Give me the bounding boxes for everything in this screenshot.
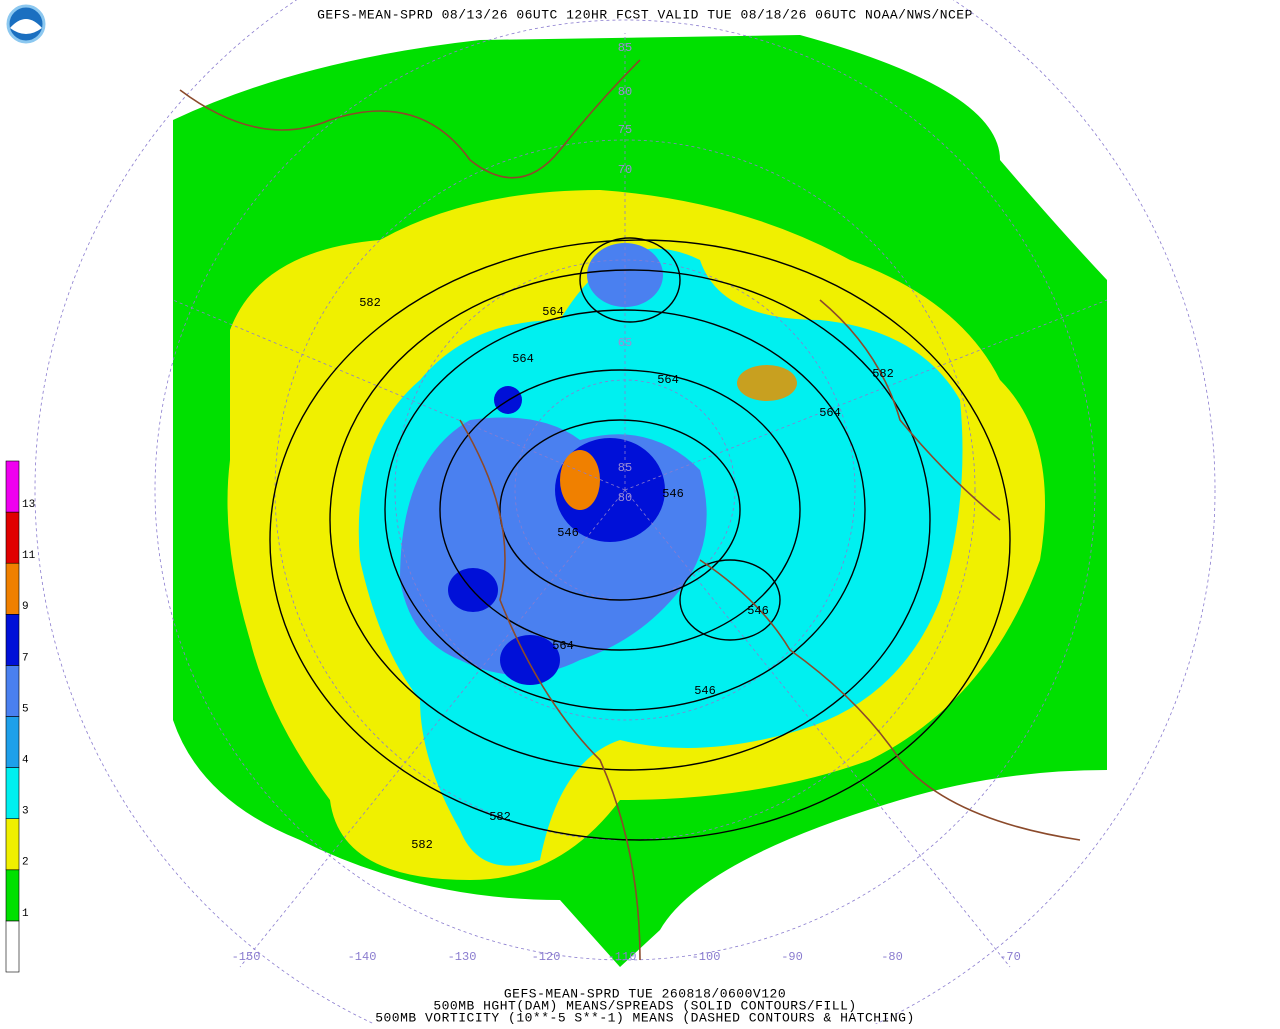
coastlines [179, 59, 1081, 961]
map: 85 80 75 70 65 85 80 564 564 564 564 582… [34, 0, 1216, 1029]
lon-label: -120 [532, 950, 561, 964]
contour-label: 582 [411, 838, 433, 852]
colorbar-label: 13 [22, 499, 35, 511]
colorbar-label: 7 [22, 652, 29, 664]
contour-label: 564 [819, 406, 841, 420]
contour-label: 546 [557, 526, 579, 540]
footer-line: GEFS-MEAN-SPRD TUE 260818/0600V120 [504, 986, 786, 1001]
spread-fill-11 [737, 365, 797, 401]
colorbar-label: 9 [22, 601, 29, 613]
footer-line: 500MB VORTICITY (10**-5 S**-1) MEANS (DA… [375, 1010, 915, 1024]
contour-label: 564 [657, 373, 679, 387]
spread-fill-9 [500, 635, 560, 685]
lon-label: -80 [881, 950, 903, 964]
colorbar-label: 4 [22, 755, 29, 767]
lat-label: 85 [618, 41, 632, 55]
colorbar-swatch [5, 818, 20, 871]
lat-label: 70 [618, 163, 632, 177]
colorbar-swatch [5, 869, 20, 922]
colorbar-swatch [5, 767, 20, 819]
title: GEFS-MEAN-SPRD 08/13/26 06UTC 120HR FCST… [317, 7, 973, 22]
lon-label: -70 [999, 950, 1021, 964]
colorbar-label: 2 [22, 857, 29, 869]
contour-label: 546 [747, 604, 769, 618]
colorbar-swatch [5, 716, 20, 768]
colorbar-swatch [5, 562, 20, 615]
lon-labels: -150 -140 -130 -120 -110 -100 -90 -80 -70 [232, 950, 1021, 964]
lon-label: -90 [781, 950, 803, 964]
contour-label: 582 [359, 296, 381, 310]
colorbar-swatch [5, 460, 20, 513]
lon-label: -140 [348, 950, 377, 964]
colorbar-swatch [5, 920, 20, 973]
colorbar-swatch [5, 511, 20, 564]
contour-label: 564 [542, 305, 564, 319]
spread-fill-7 [587, 243, 663, 307]
noaa-logo-wave [10, 19, 42, 34]
colorbar-label: 1 [22, 908, 29, 920]
lon-label: -130 [448, 950, 477, 964]
lon-label: -110 [608, 950, 637, 964]
contour-label: 564 [552, 639, 574, 653]
contour-label: 582 [489, 810, 511, 824]
contour-label: 564 [512, 352, 534, 366]
lat-label: 80 [618, 85, 632, 99]
colorbar-label: 3 [22, 806, 29, 818]
colorbar-swatch [5, 613, 20, 666]
spread-fill-6 [560, 450, 600, 510]
lat-label: 80 [618, 491, 632, 505]
colorbar-label: 5 [22, 703, 29, 715]
height-contours [269, 237, 1011, 841]
lon-label: -100 [692, 950, 721, 964]
lat-label: 85 [618, 461, 632, 475]
colorbar-label: 11 [22, 550, 36, 562]
lat-label: 65 [618, 336, 632, 350]
colorbar-swatch [5, 665, 20, 717]
lon-label: -150 [232, 950, 261, 964]
contour-label: 582 [872, 367, 894, 381]
contour-label: 546 [694, 684, 716, 698]
contour-label: 546 [662, 487, 684, 501]
colorbar: 1 2 3 4 5 7 9 11 13 [5, 460, 36, 973]
lat-label: 75 [618, 123, 632, 137]
footer-line: 500MB HGHT(DAM) MEANS/SPREADS (SOLID CON… [433, 998, 856, 1013]
